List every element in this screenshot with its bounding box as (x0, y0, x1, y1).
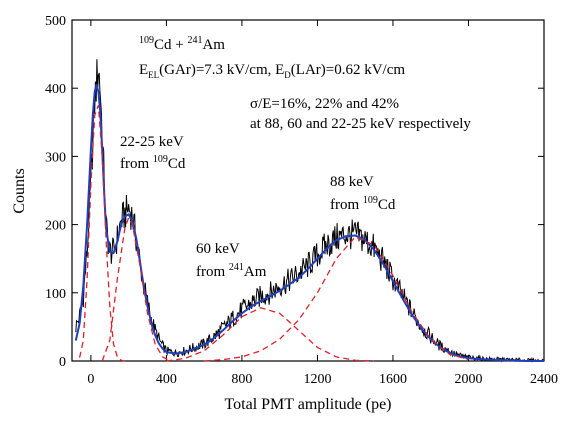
fit-component-line-2 (78, 105, 126, 362)
field-annotation: EEL(GAr)=7.3 kV/cm, ED(LAr)=0.62 kV/cm (139, 62, 405, 80)
peak1-mass: 109 (153, 154, 168, 165)
x-tick-label: 2400 (530, 372, 558, 387)
ticks-layer: 0 400 800 1200 1600 2000 2400 0 100 200 300 400 500 (45, 14, 558, 387)
peak2-element: Am (244, 264, 267, 280)
source-cd-element: Cd + (154, 37, 187, 53)
peak3-source-label: from 109Cd (330, 195, 396, 213)
plot-frame (71, 19, 545, 362)
y-tick-label: 100 (45, 287, 66, 302)
y-tick-label: 500 (45, 14, 66, 29)
peak3-from: from (330, 197, 363, 213)
y-tick-label: 400 (45, 82, 66, 97)
fit-component-line-4 (166, 307, 375, 362)
field-text-1: E (139, 62, 148, 78)
peak2-mass: 241 (229, 262, 244, 273)
peak2-energy-label: 60 keV (196, 241, 240, 257)
x-tick-label: 1200 (303, 372, 331, 387)
resolution-line-1: σ/E=16%, 22% and 42% (250, 96, 399, 112)
field-sub-d: D (284, 70, 291, 80)
y-tick-label: 0 (59, 355, 66, 370)
fit-component-line-3 (101, 216, 171, 362)
peak3-mass: 109 (363, 195, 378, 206)
series-layer (74, 59, 545, 363)
peak1-from: from (120, 156, 153, 172)
y-axis-label: Counts (11, 168, 28, 213)
field-text-3: (LAr)=0.62 kV/cm (291, 62, 406, 78)
peak3-energy-label: 88 keV (330, 174, 374, 190)
y-tick-label: 300 (45, 150, 66, 165)
data-histogram-line (75, 59, 545, 363)
peak1-source-label: from 109Cd (120, 154, 186, 172)
source-annotation: 109Cd + 241Am (139, 35, 225, 53)
x-axis-label: Total PMT amplitude (pe) (225, 396, 392, 413)
peak1-energy-label: 22-25 keV (120, 134, 184, 150)
x-tick-label: 800 (231, 372, 252, 387)
x-tick-label: 0 (87, 372, 94, 387)
y-tick-label: 200 (45, 219, 66, 234)
field-sub-el: EL (148, 70, 159, 80)
source-am-mass: 241 (187, 35, 202, 46)
fit-component-line-5 (204, 236, 469, 362)
x-tick-label: 400 (156, 372, 177, 387)
peak2-source-label: from 241Am (196, 262, 267, 280)
peak2-from: from (196, 264, 229, 280)
peak1-element: Cd (168, 156, 186, 172)
peak3-element: Cd (378, 197, 396, 213)
source-am-element: Am (202, 37, 225, 53)
x-tick-label: 1600 (379, 372, 407, 387)
x-tick-label: 2000 (454, 372, 482, 387)
resolution-line-2: at 88, 60 and 22-25 keV respectively (250, 116, 471, 132)
source-cd-mass: 109 (139, 35, 154, 46)
field-text-2: (GAr)=7.3 kV/cm, E (159, 62, 284, 78)
